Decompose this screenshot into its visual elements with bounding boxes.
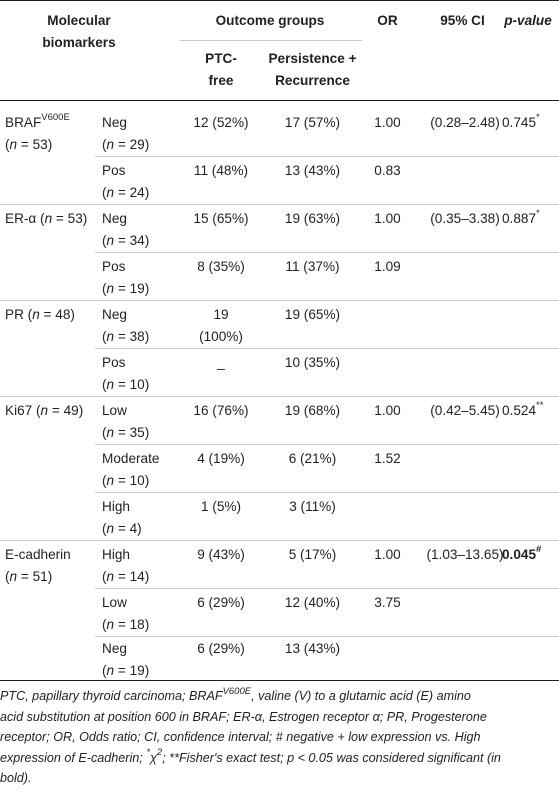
pvalue-cell: 0.887* xyxy=(502,208,540,226)
header-biomarkers: Molecular biomarkers xyxy=(42,13,116,50)
header-outcome-groups: Outcome groups xyxy=(215,13,325,28)
header-rule xyxy=(0,100,559,101)
pvalue-cell-significant: 0.045# xyxy=(502,544,542,562)
header-pvalue: p-value xyxy=(504,13,552,28)
group-divider xyxy=(0,204,559,205)
persistence-cell: 12 (40%) xyxy=(284,595,341,610)
or-cell: 0.83 xyxy=(374,163,401,178)
bottom-rule xyxy=(0,680,559,681)
ptc-free-cell: 19 (100%) xyxy=(199,307,243,344)
persistence-cell: 17 (57%) xyxy=(284,115,341,130)
level-label: Neg (n = 34) xyxy=(102,211,150,248)
ptc-free-cell: 15 (65%) xyxy=(193,211,249,226)
header-ptc-free: PTC- free xyxy=(205,51,237,88)
row-divider xyxy=(95,492,559,493)
row-divider xyxy=(95,348,559,349)
level-label: Pos (n = 24) xyxy=(102,163,150,200)
group-label-braf: BRAFV600E (n = 53) xyxy=(5,112,70,152)
persistence-cell: 13 (43%) xyxy=(284,163,341,178)
top-rule xyxy=(0,0,559,1)
group-label-pr: PR (n = 48) xyxy=(5,307,75,322)
level-label: Neg (n = 19) xyxy=(102,641,150,678)
level-label: High (n = 14) xyxy=(102,547,150,584)
ptc-free-cell: 6 (29%) xyxy=(197,595,245,610)
group-divider xyxy=(0,300,559,301)
group-divider xyxy=(0,396,559,397)
ci-cell: (1.03–13.65) xyxy=(426,547,504,562)
ptc-free-cell: 4 (19%) xyxy=(197,451,245,466)
level-label: Low (n = 35) xyxy=(102,403,150,440)
level-label: Neg (n = 38) xyxy=(102,307,150,344)
persistence-cell: 13 (43%) xyxy=(284,641,341,656)
row-divider xyxy=(95,588,559,589)
or-cell: 1.00 xyxy=(374,211,401,226)
or-cell: 1.00 xyxy=(374,403,401,418)
persistence-cell: 5 (17%) xyxy=(288,547,337,562)
level-label: Pos (n = 19) xyxy=(102,259,150,296)
header-or: OR xyxy=(377,13,398,28)
ptc-free-cell: 11 (48%) xyxy=(193,163,249,178)
group-label-ki67: Ki67 (n = 49) xyxy=(5,403,84,418)
ptc-free-cell: _ xyxy=(217,355,225,370)
persistence-cell: 11 (37%) xyxy=(285,259,340,274)
ptc-free-cell: 16 (76%) xyxy=(193,403,249,418)
ptc-free-cell: 9 (43%) xyxy=(197,547,245,562)
table-footnote: PTC, papillary thyroid carcinoma; BRAFV6… xyxy=(0,685,501,785)
level-label: Pos (n = 10) xyxy=(102,355,150,392)
group-label-e-cadherin: E-cadherin (n = 51) xyxy=(5,547,71,584)
ptc-free-cell: 1 (5%) xyxy=(200,499,242,514)
ptc-free-cell: 8 (35%) xyxy=(197,259,245,274)
or-cell: 3.75 xyxy=(374,595,401,610)
ci-cell: (0.35–3.38) xyxy=(430,211,500,226)
persistence-cell: 6 (21%) xyxy=(288,451,337,466)
level-label: High (n = 4) xyxy=(102,499,142,536)
group-label-er-alpha: ER-α (n = 53) xyxy=(5,211,88,226)
or-cell: 1.52 xyxy=(374,451,401,466)
ptc-free-cell: 6 (29%) xyxy=(197,641,245,656)
level-label: Neg (n = 29) xyxy=(102,115,150,152)
row-divider xyxy=(95,636,559,637)
persistence-cell: 19 (63%) xyxy=(284,211,341,226)
level-label: Low (n = 18) xyxy=(102,595,150,632)
row-divider xyxy=(95,444,559,445)
row-divider xyxy=(95,252,559,253)
ci-cell: (0.42–5.45) xyxy=(430,403,500,418)
persistence-cell: 19 (68%) xyxy=(284,403,341,418)
level-label: Moderate (n = 10) xyxy=(102,451,160,488)
header-ci: 95% CI xyxy=(440,13,485,28)
pvalue-cell: 0.524** xyxy=(502,400,544,418)
group-divider xyxy=(0,540,559,541)
persistence-cell: 3 (11%) xyxy=(289,499,336,514)
persistence-cell: 19 (65%) xyxy=(284,307,341,322)
or-cell: 1.00 xyxy=(374,115,401,130)
row-divider xyxy=(95,156,559,157)
ptc-free-cell: 12 (52%) xyxy=(193,115,249,130)
or-cell: 1.00 xyxy=(374,547,401,562)
header-persistence-recurrence: Persistence + Recurrence xyxy=(268,51,357,88)
ci-cell: (0.28–2.48) xyxy=(430,115,500,130)
outcome-groups-underline xyxy=(180,40,362,41)
persistence-cell: 10 (35%) xyxy=(284,355,341,370)
or-cell: 1.09 xyxy=(374,259,401,274)
pvalue-cell: 0.745* xyxy=(502,112,540,130)
